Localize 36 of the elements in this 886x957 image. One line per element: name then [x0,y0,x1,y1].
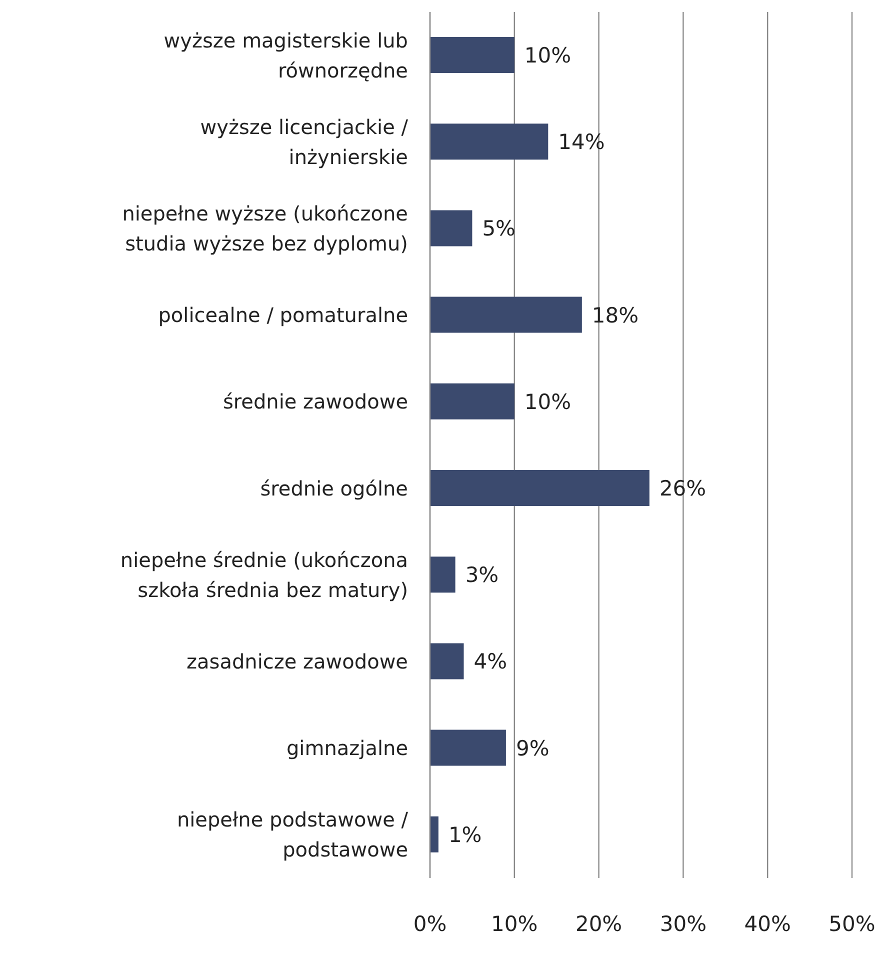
y-tick-label: średnie ogólne [260,476,408,500]
bar [430,643,464,680]
y-tick-label: niepełne wyższe (ukończone studia wyższe bez dyplomu) [122,202,408,256]
y-tick-label: wyższe magisterskie lub równorzędne [164,28,408,82]
y-tick-label: policealne / pomaturalne [158,303,408,328]
bar [430,556,456,593]
x-tick-label: 20% [575,912,622,936]
data-label: 3% [465,563,499,588]
bar [430,124,548,160]
y-tick-label: gimnazjalne [286,736,408,760]
x-tick-label: 50% [828,912,876,936]
bar [430,470,650,506]
bar [430,730,506,766]
x-tick-label: 30% [660,912,707,936]
data-label: 18% [592,303,639,328]
x-tick-label: 10% [491,912,538,936]
y-tick-label: wyższe licencjackie / inżynierskie [200,114,408,169]
data-label: 26% [659,476,706,500]
bar [430,37,514,73]
bar [430,296,582,333]
data-label: 1% [448,822,482,847]
data-label: 5% [482,216,516,241]
data-label: 4% [474,650,508,674]
y-tick-label: średnie zawodowe [222,390,408,414]
y-tick-label: niepełne podstawowe / podstawowe [176,808,408,862]
data-label: 10% [524,390,572,414]
bar [430,383,514,420]
bar [430,816,438,852]
y-tick-label: zasadnicze zawodowe [186,650,408,674]
data-label: 9% [516,736,550,760]
data-label: 10% [524,43,572,68]
x-tick-label: 40% [744,912,791,936]
data-label: 14% [558,130,605,154]
bar [430,210,472,246]
x-tick-label: 0% [413,912,447,936]
y-tick-label: niepełne średnie (ukończona szkoła średnia bez matury) [120,548,408,602]
